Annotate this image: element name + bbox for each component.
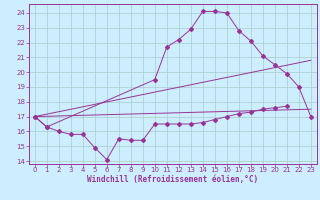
X-axis label: Windchill (Refroidissement éolien,°C): Windchill (Refroidissement éolien,°C) xyxy=(87,175,258,184)
